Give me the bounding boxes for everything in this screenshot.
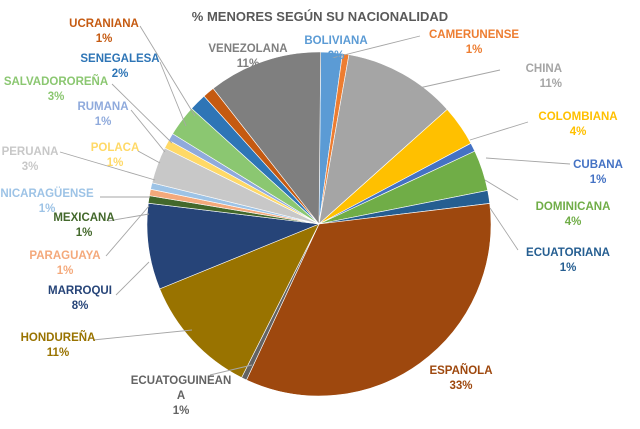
leader-line-ecuatoguineana [209, 364, 253, 376]
leader-line-cubana [485, 157, 571, 165]
data-label-peruana: PERUANA 3% [2, 146, 59, 173]
data-label-polaca: POLACA 1% [91, 142, 140, 169]
pie-slices [146, 51, 492, 397]
leader-line-colombiana [469, 121, 529, 141]
data-label-colombiana: COLOMBIANA 4% [538, 111, 617, 138]
pie-slice-venezolana [212, 51, 322, 225]
leader-line-salvadororena [111, 83, 173, 144]
leader-line-rumana [130, 109, 166, 153]
leader-line-camerunense [331, 35, 421, 59]
data-label-ucraniana: UCRANIANA 1% [69, 18, 139, 45]
leader-line-hondurena [92, 329, 193, 341]
data-label-paraguaya: PARAGUAYA 1% [29, 250, 100, 277]
leader-line-paraguaya [105, 205, 150, 257]
leader-line-china [409, 69, 501, 91]
pie-slice-espanola [246, 203, 492, 397]
leader-lines [59, 25, 571, 376]
data-label-marroqui: MARROQUI 8% [48, 285, 112, 312]
data-label-ecuatoguineana: ECUATOGUINEAN A 1% [131, 375, 232, 417]
leader-line-dominicana [484, 179, 519, 201]
data-label-mexicana: MEXICANA 1% [53, 212, 114, 239]
leader-line-mexicana [107, 213, 150, 222]
data-label-boliviana: BOLIVIANA 2% [304, 35, 367, 62]
data-label-dominicana: DOMINICANA 4% [536, 201, 611, 228]
leader-line-senegalesa [159, 61, 187, 127]
data-label-senegalesa: SENEGALESA 2% [80, 53, 159, 80]
data-label-camerunense: CAMERUNENSE 1% [429, 29, 519, 56]
data-label-rumana: RUMANA 1% [77, 101, 128, 128]
leader-line-polaca [137, 150, 161, 164]
leader-line-marroqui [115, 261, 150, 296]
chart-title: % MENORES SEGÚN SU NACIONALIDAD [192, 9, 448, 24]
data-label-cubana: CUBANA 1% [573, 159, 623, 186]
data-label-salvadororena: SALVADOROREÑA 3% [4, 75, 108, 103]
pie-slice-china [318, 54, 448, 225]
data-labels: BOLIVIANA 2% CAMERUNENSE 1% CHINA 11% COLOMBIA… [0, 18, 623, 417]
leader-line-ecuatoriana [489, 207, 519, 251]
leader-line-peruana [59, 151, 156, 181]
leader-line-ucraniana [139, 25, 196, 117]
data-label-hondurena: HONDUREÑA 11% [21, 331, 96, 359]
data-label-venezolana: VENEZOLANA 11% [208, 43, 287, 70]
data-label-ecuatoriana: ECUATORIANA 1% [526, 247, 610, 274]
data-label-china: CHINA 11% [526, 63, 562, 90]
pie-slice-hondurena [159, 223, 320, 378]
data-label-espanola: ESPAÑOLA 33% [429, 364, 492, 392]
data-label-nicaraguense: NICARAGÜENSE 1% [0, 187, 94, 215]
